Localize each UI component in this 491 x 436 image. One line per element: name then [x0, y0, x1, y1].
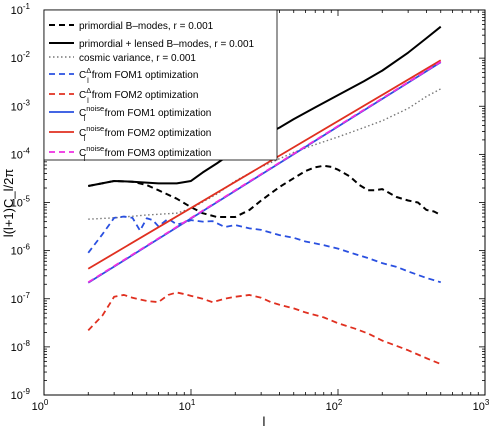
- legend-label: CΔ l from FOM2 optimization: [79, 86, 198, 105]
- y-tick-label: 10-9: [11, 387, 31, 402]
- x-tick-label: 101: [179, 398, 196, 413]
- x-axis-label: l: [263, 414, 266, 429]
- series-line-1: [88, 164, 442, 218]
- y-tick-label: 10-1: [11, 2, 31, 17]
- y-tick-label: 10-5: [11, 195, 31, 210]
- legend: primordial B–modes, r = 0.001 primordial …: [43, 9, 278, 163]
- x-tick-label: 102: [326, 398, 343, 413]
- legend-box: [43, 9, 278, 161]
- legend-label: primordial + lensed B–modes, r = 0.001: [79, 39, 255, 50]
- y-tick-label: 10-7: [11, 291, 31, 306]
- y-tick-label: 10-3: [11, 98, 31, 113]
- series-line-6: [87, 61, 442, 284]
- y-tick-label: 10-4: [11, 146, 31, 161]
- legend-label: cosmic variance, r = 0.001: [79, 53, 196, 64]
- x-tick-label: 103: [473, 398, 490, 413]
- y-tick-label: 10-2: [11, 50, 31, 65]
- legend-label: CΔ l from FOM1 optimization: [79, 66, 198, 85]
- legend-label: Cnoise l from FOM2 optimization: [79, 124, 211, 143]
- legend-label: Cnoise l from FOM1 optimization: [79, 104, 211, 123]
- series-line-5: [87, 291, 442, 365]
- x-tick-label: 100: [32, 398, 49, 413]
- legend-label: primordial B–modes, r = 0.001: [79, 21, 214, 32]
- series-line-3: [88, 88, 442, 220]
- y-axis-label: l(l+1)C_l/2π: [1, 169, 16, 238]
- y-tick-label: 10-6: [11, 243, 31, 258]
- y-tick-label: 10-8: [11, 339, 31, 354]
- legend-label: Cnoise l from FOM3 optimization: [79, 144, 211, 163]
- series-line-7: [87, 59, 442, 270]
